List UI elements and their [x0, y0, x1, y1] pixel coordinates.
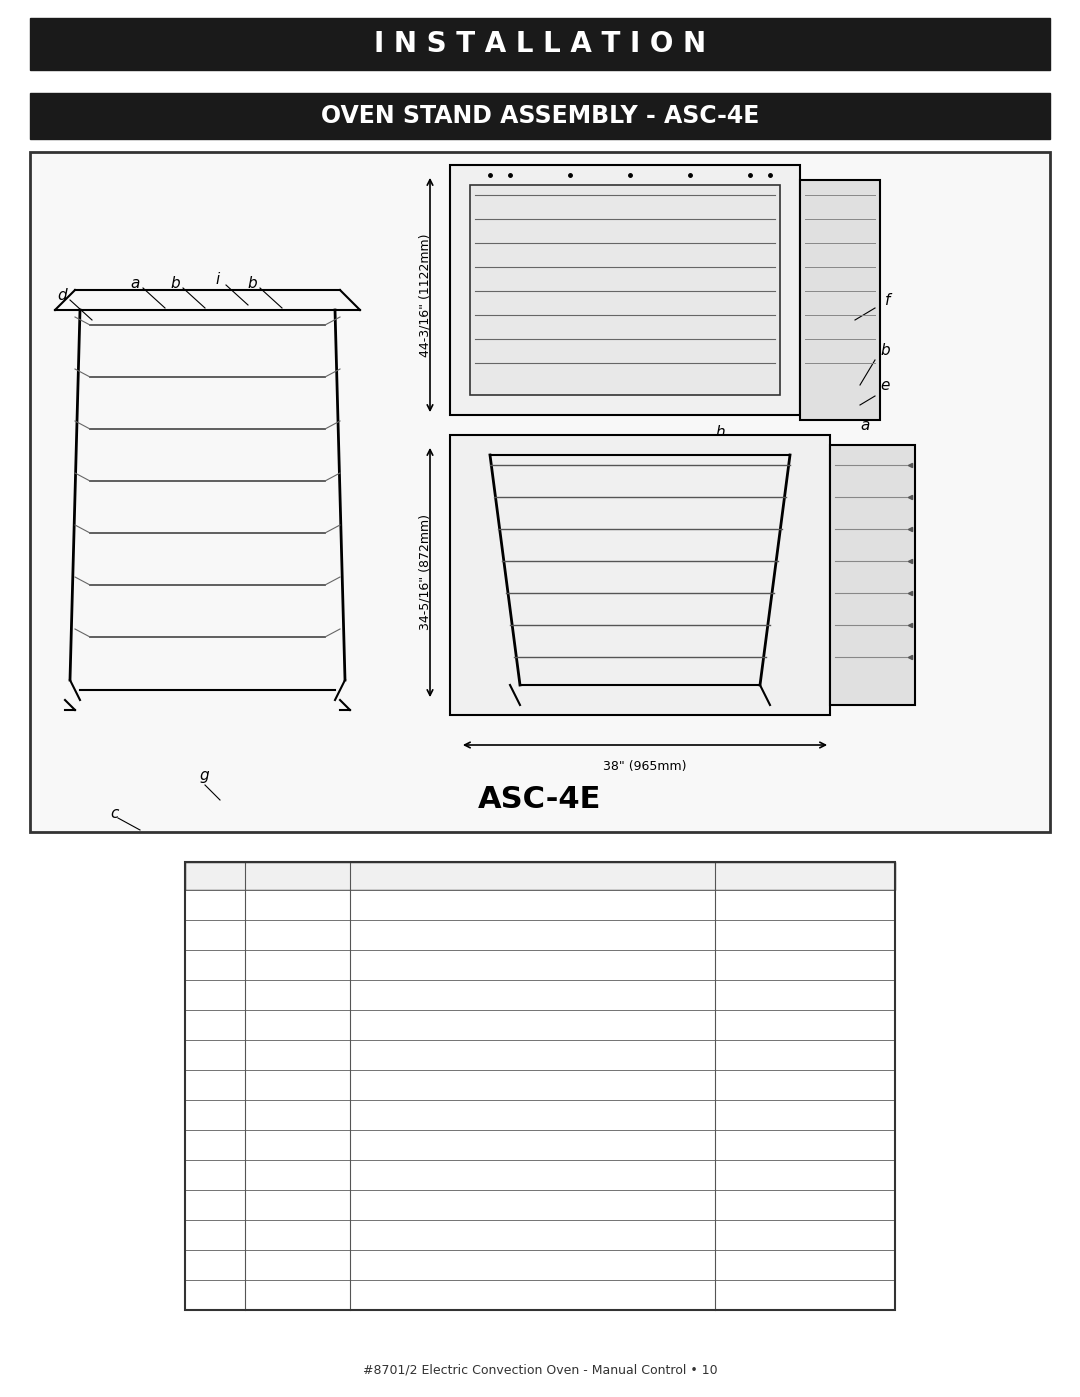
Text: Leg: Leg — [360, 958, 384, 972]
Bar — [185, 1099, 895, 1130]
Text: 44-3/16" (1122mm): 44-3/16" (1122mm) — [419, 233, 432, 356]
Bar — [30, 152, 1050, 833]
Bar — [470, 184, 780, 395]
Text: e: e — [880, 379, 889, 393]
Text: SR-26551: SR-26551 — [261, 1168, 328, 1182]
Text: 2: 2 — [876, 1168, 885, 1182]
Text: 9: 9 — [211, 1199, 219, 1213]
Text: 1: 1 — [876, 1108, 885, 1122]
Text: OVEN STAND ASSEMBLY - ASC-4E: OVEN STAND ASSEMBLY - ASC-4E — [321, 103, 759, 129]
Text: Net, 1/4-20 Nylon Insert, 18-8 S/S: Net, 1/4-20 Nylon Insert, 18-8 S/S — [360, 1259, 593, 1273]
Text: Channel, Back: Channel, Back — [360, 1108, 460, 1122]
Text: 2: 2 — [876, 898, 885, 912]
Bar — [185, 950, 895, 981]
Text: CS-25674: CS-25674 — [261, 1018, 328, 1032]
Bar — [185, 1039, 895, 1070]
Text: 2: 2 — [876, 988, 885, 1002]
Text: I N S T A L L A T I O N: I N S T A L L A T I O N — [374, 29, 706, 59]
Text: d: d — [57, 288, 67, 303]
Text: 7: 7 — [211, 1139, 219, 1153]
Text: c: c — [110, 806, 119, 821]
Text: h: h — [715, 425, 725, 440]
Text: 1004459: 1004459 — [265, 928, 326, 942]
Bar — [185, 862, 895, 890]
Bar — [185, 1130, 895, 1160]
Text: 4: 4 — [876, 958, 885, 972]
Text: 2: 2 — [211, 928, 219, 942]
Text: 4: 4 — [211, 1048, 219, 1062]
Bar — [185, 1250, 895, 1280]
Text: 2: 2 — [876, 1078, 885, 1092]
Text: a: a — [131, 275, 139, 291]
Text: 6: 6 — [876, 1199, 885, 1213]
Text: 1004460: 1004460 — [265, 1108, 326, 1122]
Text: 5003488: 5003488 — [265, 898, 326, 912]
Text: Rack, Oven Support: Rack, Oven Support — [360, 1168, 498, 1182]
Text: 34-5/16" (872mm): 34-5/16" (872mm) — [419, 514, 432, 630]
Bar — [185, 981, 895, 1010]
Text: Channel, Support: Channel, Support — [360, 928, 481, 942]
Bar — [185, 1160, 895, 1190]
Text: 12: 12 — [206, 1288, 224, 1302]
Text: 2: 2 — [876, 1018, 885, 1032]
Text: Shelf, Stand: Shelf, Stand — [360, 1139, 444, 1153]
Text: WS-2294: WS-2294 — [264, 1288, 326, 1302]
Text: 10: 10 — [206, 1228, 224, 1242]
Text: NU-23984: NU-23984 — [260, 1259, 329, 1273]
Text: 2: 2 — [876, 928, 885, 942]
Bar — [185, 921, 895, 950]
Text: b: b — [880, 344, 890, 358]
Text: 1004461: 1004461 — [265, 1048, 326, 1062]
Text: 38" (965mm): 38" (965mm) — [604, 760, 687, 773]
Text: 3: 3 — [211, 958, 219, 972]
Text: a: a — [860, 418, 869, 433]
Text: Screws, 1/4-20 x 1/2 Hex Head: Screws, 1/4-20 x 1/2 Hex Head — [360, 1228, 573, 1242]
Text: 8: 8 — [211, 1168, 219, 1182]
Text: 27: 27 — [872, 1259, 889, 1273]
Text: 1: 1 — [876, 1048, 885, 1062]
Text: CS-25474: CS-25474 — [261, 988, 328, 1002]
Text: a: a — [690, 432, 700, 447]
Text: Bracket, Stand: Bracket, Stand — [360, 1048, 462, 1062]
Text: Casters, rigid: Casters, rigid — [360, 988, 453, 1002]
Text: ASC-4E: ASC-4E — [478, 785, 602, 814]
Text: Casters, swivel w/brake: Casters, swivel w/brake — [360, 1018, 524, 1032]
Text: g: g — [200, 768, 210, 782]
Bar — [185, 862, 895, 1310]
Text: 1004466: 1004466 — [265, 1139, 326, 1153]
Bar — [185, 1010, 895, 1039]
Text: #8701/2 Electric Convection Oven - Manual Control • 10: #8701/2 Electric Convection Oven - Manua… — [363, 1363, 717, 1376]
Bar — [831, 446, 915, 705]
Text: 1: 1 — [876, 1139, 885, 1153]
Text: Leg Support Assembly: Leg Support Assembly — [360, 898, 515, 912]
Text: SH-26395: SH-26395 — [261, 1199, 329, 1213]
Bar — [30, 94, 1050, 138]
Bar — [30, 18, 1050, 70]
Text: 5: 5 — [211, 1078, 219, 1092]
Text: LG-22185: LG-22185 — [261, 958, 328, 972]
Text: 27: 27 — [872, 1288, 889, 1302]
Text: 1004369: 1004369 — [265, 1078, 326, 1092]
Text: i: i — [216, 272, 220, 288]
Text: 11: 11 — [206, 1259, 224, 1273]
Text: Bracket, Attachment: Bracket, Attachment — [360, 1078, 503, 1092]
Text: Oven Rack: Oven Rack — [360, 1199, 434, 1213]
Text: 1: 1 — [876, 869, 885, 883]
Text: SC-22729: SC-22729 — [261, 1228, 328, 1242]
Text: 1: 1 — [211, 898, 219, 912]
Bar — [185, 1220, 895, 1250]
Text: 6: 6 — [211, 1108, 219, 1122]
Bar — [185, 1280, 895, 1310]
Bar — [450, 434, 831, 715]
Bar — [185, 1070, 895, 1099]
Text: b: b — [247, 275, 257, 291]
Bar — [185, 1190, 895, 1220]
Bar — [185, 890, 895, 921]
Text: b: b — [171, 275, 179, 291]
Text: Washer: Washer — [360, 1288, 411, 1302]
Bar — [800, 180, 880, 420]
Text: 27: 27 — [872, 1228, 889, 1242]
Text: f: f — [885, 293, 890, 307]
Bar — [450, 165, 800, 415]
